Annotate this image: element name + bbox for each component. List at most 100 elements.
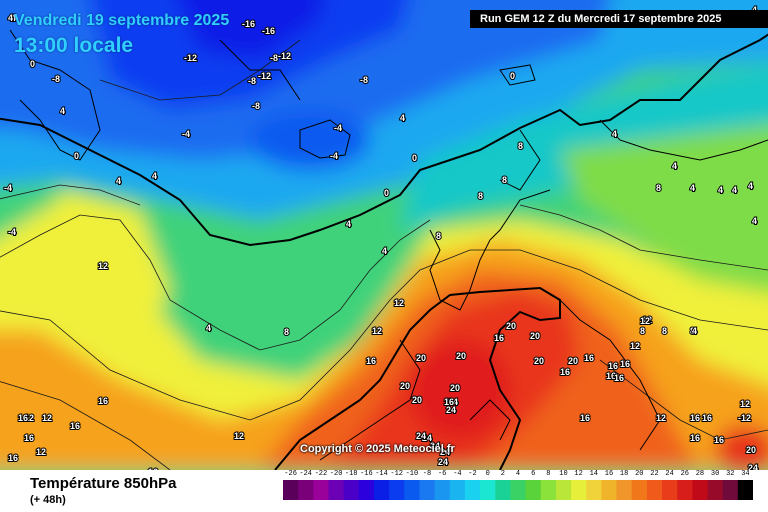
legend-swatch [555,480,572,500]
isotherm-label: -8 [252,101,260,111]
legend-swatch [283,480,299,500]
isotherm-label: 16 [702,413,712,423]
isotherm-label: 4 [400,113,405,123]
isotherm-label: -12 [258,71,271,81]
legend-swatch [601,480,618,500]
isotherm-label: 4 [692,326,697,336]
isotherm-label: 24 [416,431,426,441]
legend-label: 22 [650,470,659,478]
isotherm-label: -4 [8,13,16,23]
legend-swatch [692,480,709,500]
isotherm-label: 4 [748,181,753,191]
isotherm-label: 16 [690,433,700,443]
model-run-info: Run GEM 12 Z du Mercredi 17 septembre 20… [470,10,768,28]
copyright-text: Copyright © 2025 Meteociel.fr [300,443,455,455]
isotherm-label: 20 [746,445,756,455]
legend-swatch [707,480,724,500]
legend-swatch [343,480,360,500]
isotherm-label: 16 [560,367,570,377]
isotherm-label: 12 [24,413,34,423]
isotherm-label: 0 [74,151,79,161]
legend-swatch [449,480,466,500]
legend-label: 4 [515,470,521,478]
isotherm-label: 4 [116,176,121,186]
isotherm-label: 0 [384,188,389,198]
isotherm-label: 16 [70,421,80,431]
isotherm-label: 20 [416,353,426,363]
isotherm-label: 8 [690,326,695,336]
isotherm-label: 4 [60,106,65,116]
isotherm-label: 8 [436,231,441,241]
isotherm-label: 24 [446,405,456,415]
temperature-map: -4 -16 -16 -12 -8 -12 -8 -12 0 -8 -8 -8 0 4 -4 -4 -4 0 4 0 4… [0,0,768,470]
isotherm-label: -4 [330,151,338,161]
isotherm-label: 20 [456,351,466,361]
legend-swatch [434,480,451,500]
legend-label: 2 [500,470,505,478]
legend-label: -10 [405,470,419,478]
map-footer: Température 850hPa (+ 48h) -26 -24 -22 -20-… [0,470,768,512]
isotherm-label: 16 [8,453,18,463]
isotherm-label: 8 [518,141,523,151]
isotherm-label-group: -4-16-16-12 -8 -12-8 -120-8-8-8 04-4-4-4 0404… [3,4,759,470]
legend-swatch [298,480,314,500]
legend-label: -14 [375,470,388,478]
color-scale-bar [283,480,753,500]
legend-swatch [525,480,542,500]
legend-label: -8 [422,470,432,478]
isotherm-label: 4 [672,161,677,171]
legend-swatch [646,480,663,500]
isotherm-label: 12 [394,298,404,308]
isotherm-label: 4 [382,246,387,256]
isotherm-label: 24 [438,457,448,467]
isotherm-label: 16 [444,397,454,407]
legend-label: 14 [589,470,598,478]
coastline [9,29,768,461]
isotherm-label: 24 [440,447,450,457]
legend-label: 34 [741,470,750,478]
forecast-date: Vendredi 19 septembre 2025 [14,12,230,29]
isotherm-label: 24 [430,441,440,451]
isotherm-label: 16 [366,356,376,366]
isotherm-label: 4 [612,129,617,139]
legend-label: 26 [680,470,689,478]
isotherm-label: 16 [620,359,630,369]
isotherm-label: -8 [248,76,256,86]
isotherm-label: 20 [568,356,578,366]
isotherm-label: -8 [270,53,278,63]
isotherm-label: 12 [630,341,640,351]
legend-swatch [313,480,329,500]
isotherm-label: 12 [740,399,750,409]
legend-swatch [722,480,739,500]
isotherm-label: 20 [400,381,410,391]
isotherm-label: 16 [690,413,700,423]
isotherm-label: 24 [748,463,758,470]
isotherm-label: 20 [450,383,460,393]
isotherm-label: 0 [30,59,35,69]
parameter-title: Température 850hPa [30,475,177,492]
isotherm-label: 12 [36,447,46,457]
legend-label: 10 [559,470,568,478]
legend-label: 20 [635,470,644,478]
legend-label: -4 [453,470,462,478]
legend-swatch [328,480,345,500]
legend-label: 18 [619,470,629,478]
legend-swatch [677,480,693,500]
isotherm-label: 12 [42,413,52,423]
isotherm-label: -4 [182,129,190,139]
legend-label: 6 [531,470,536,478]
isotherm-label: 20 [530,331,540,341]
isotherm-label: 12 [640,316,650,326]
isotherm-label: -12 [184,53,197,63]
legend-swatch [586,480,602,500]
isotherm-label: 4 [8,13,13,23]
isotherm-label: 16 [98,396,108,406]
isotherm-label: 4 [732,185,737,195]
isotherm-label: 12 [642,315,652,325]
isotherm-label: 16 [148,467,158,470]
isotherm-label: 4 [152,171,157,181]
isotherm-label: 12 [656,413,666,423]
isotherm-label: 8 [640,326,645,336]
isotherm-label: 20 [506,321,516,331]
twenty-isotherm-line [274,286,561,470]
